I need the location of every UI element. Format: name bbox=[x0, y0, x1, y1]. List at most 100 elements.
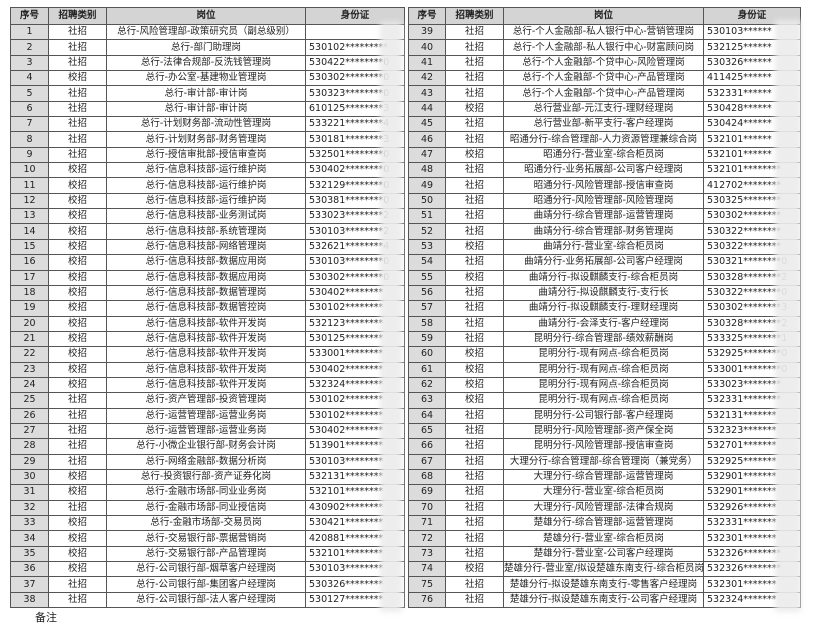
cell-no: 43 bbox=[408, 85, 446, 102]
cell-post: 总行-风险管理部-政策研究员（副总级别） bbox=[106, 23, 306, 41]
cell-type: 社招 bbox=[445, 70, 504, 87]
cell-no: 71 bbox=[408, 514, 446, 532]
cell-type: 社招 bbox=[445, 223, 504, 240]
cell-no: 63 bbox=[408, 392, 446, 409]
table-row: 27 社招 总行-运营管理部-运营业务岗 530402******** bbox=[10, 422, 405, 440]
cell-type: 校招 bbox=[48, 468, 107, 486]
cell-no: 15 bbox=[10, 238, 49, 256]
cell-type: 社招 bbox=[48, 392, 107, 409]
table-row: 75 社招 楚雄分行-拟设楚雄东南支行-零售客户经理岗 532301******* bbox=[408, 576, 801, 593]
table-row: 76 社招 楚雄分行-拟设楚雄东南支行-公司客户经理岗 532324******* bbox=[408, 591, 801, 609]
cell-no: 32 bbox=[10, 499, 49, 517]
cell-post: 昭通分行-营业室-综合柜员岗 bbox=[503, 146, 704, 164]
table-row: 73 社招 楚雄分行-营业室-公司客户经理岗 532326******** bbox=[408, 545, 801, 563]
cell-post: 曲靖分行-拟设麒麟支行-理财经理岗 bbox=[503, 300, 704, 317]
cell-post: 总行-信息科技部-数据应用岗 bbox=[106, 254, 306, 271]
cell-type: 校招 bbox=[48, 545, 107, 563]
header-no: 序号 bbox=[10, 7, 49, 25]
cell-type: 校招 bbox=[48, 238, 107, 256]
cell-type: 社招 bbox=[445, 591, 504, 609]
cell-type: 社招 bbox=[48, 591, 107, 609]
cell-post: 总行-运营管理部-运营业务岗 bbox=[106, 407, 306, 424]
cell-post: 曲靖分行-拟设麒麟支行-综合柜员岗 bbox=[503, 269, 704, 286]
cell-no: 57 bbox=[408, 300, 446, 317]
table-row: 6 社招 总行-审计部-审计岗 610125********3 bbox=[10, 100, 405, 118]
table-row: 51 社招 曲靖分行-综合管理部-运营管理岗 530302******** bbox=[408, 208, 801, 225]
cell-type: 社招 bbox=[48, 407, 107, 424]
table-row: 59 社招 昆明分行-综合管理部-绩效薪酬岗 533325********1 bbox=[408, 330, 801, 348]
cell-type: 社招 bbox=[445, 422, 504, 440]
cell-type: 校招 bbox=[48, 192, 107, 210]
cell-type: 社招 bbox=[445, 499, 504, 517]
table-row: 70 社招 大理分行-风险管理部-法律合规岗 532926******* bbox=[408, 499, 801, 517]
table-row: 52 社招 曲靖分行-综合管理部-财务管理岗 530322******** bbox=[408, 223, 801, 240]
cell-post: 昆明分行-综合管理部-绩效薪酬岗 bbox=[503, 330, 704, 348]
cell-post: 总行-个人金融部-私人银行中心-财富顾问岗 bbox=[503, 39, 704, 56]
cell-no: 47 bbox=[408, 146, 446, 164]
cell-post: 楚雄分行-营业室-公司客户经理岗 bbox=[503, 545, 704, 563]
cell-no: 19 bbox=[10, 300, 49, 317]
cell-post: 楚雄分行-营业室-综合柜员岗 bbox=[503, 530, 704, 547]
cell-type: 社招 bbox=[445, 468, 504, 486]
cell-post: 总行-金融市场部-同业授信岗 bbox=[106, 499, 306, 517]
cell-type: 校招 bbox=[445, 376, 504, 394]
cell-no: 65 bbox=[408, 422, 446, 440]
cell-no: 39 bbox=[408, 23, 446, 41]
cell-post: 总行-信息科技部-软件开发岗 bbox=[106, 346, 306, 363]
header-row: 序号 招聘类别 岗位 身份证 bbox=[408, 7, 801, 25]
cell-no: 56 bbox=[408, 284, 446, 302]
table-row: 47 校招 昭通分行-营业室-综合柜员岗 532101****** bbox=[408, 146, 801, 164]
table-row: 48 社招 昭通分行-业务拓展部-公司客户经理岗 532101******** bbox=[408, 162, 801, 179]
recruit-table-left: 序号 招聘类别 岗位 身份证 1 社招 总行-风险管理部-政策研究员（副总级别） 2 社… bbox=[10, 7, 405, 609]
cell-post: 昆明分行-现有网点-综合柜员岗 bbox=[503, 361, 704, 378]
cell-type: 社招 bbox=[445, 315, 504, 332]
cell-post: 总行-信息科技部-软件开发岗 bbox=[106, 315, 306, 332]
cell-post: 大理分行-营业室-综合柜员岗 bbox=[503, 484, 704, 501]
cell-no: 42 bbox=[408, 70, 446, 87]
cell-type: 校招 bbox=[48, 484, 107, 501]
cell-no: 18 bbox=[10, 284, 49, 302]
table-row: 61 校招 昆明分行-现有网点-综合柜员岗 533001********0 bbox=[408, 361, 801, 378]
cell-no: 28 bbox=[10, 438, 49, 455]
cell-type: 社招 bbox=[445, 530, 504, 547]
table-row: 26 社招 总行-运营管理部-运营业务岗 530102******** bbox=[10, 407, 405, 424]
cell-post: 总行-交易银行部-票据营销岗 bbox=[106, 530, 306, 547]
cell-no: 76 bbox=[408, 591, 446, 609]
cell-no: 73 bbox=[408, 545, 446, 563]
table-row: 11 校招 总行-信息科技部-运行维护岗 532129********0 bbox=[10, 177, 405, 194]
cell-type: 校招 bbox=[445, 146, 504, 164]
cell-type: 校招 bbox=[48, 530, 107, 547]
cell-post: 昭通分行-风险管理部-风险管理岗 bbox=[503, 192, 704, 210]
cell-post: 总行-计划财务部-流动性管理岗 bbox=[106, 116, 306, 133]
cell-post: 总行-信息科技部-软件开发岗 bbox=[106, 361, 306, 378]
cell-post: 曲靖分行-拟设麒麟支行-支行长 bbox=[503, 284, 704, 302]
cell-type: 校招 bbox=[48, 376, 107, 394]
cell-post: 总行-办公室-基建物业管理岗 bbox=[106, 70, 306, 87]
table-row: 4 校招 总行-办公室-基建物业管理岗 530302********0 bbox=[10, 70, 405, 87]
cell-type: 社招 bbox=[445, 330, 504, 348]
cell-no: 9 bbox=[10, 146, 49, 164]
cell-no: 50 bbox=[408, 192, 446, 210]
cell-no: 51 bbox=[408, 208, 446, 225]
cell-no: 68 bbox=[408, 468, 446, 486]
cell-no: 46 bbox=[408, 131, 446, 148]
table-row: 2 社招 总行-部门助理岗 530102********* bbox=[10, 39, 405, 56]
table-row: 46 社招 昭通分行-综合管理部-人力资源管理兼综合岗 532101****** bbox=[408, 131, 801, 148]
cell-type: 社招 bbox=[445, 208, 504, 225]
cell-type: 社招 bbox=[445, 116, 504, 133]
cell-type: 校招 bbox=[445, 100, 504, 118]
cell-post: 昭通分行-风险管理部-授信审查岗 bbox=[503, 177, 704, 194]
table-row: 23 校招 总行-信息科技部-软件开发岗 530402******** bbox=[10, 361, 405, 378]
cell-type: 社招 bbox=[445, 85, 504, 102]
cell-post: 总行-个人金融部-个贷中心-产品管理岗 bbox=[503, 70, 704, 87]
cell-post: 昆明分行-现有网点-综合柜员岗 bbox=[503, 376, 704, 394]
cell-post: 楚雄分行-拟设楚雄东南支行-公司客户经理岗 bbox=[503, 591, 704, 609]
cell-post: 总行-投资银行部-资产证券化岗 bbox=[106, 468, 306, 486]
table-row: 18 校招 总行-信息科技部-数据管理岗 530402******** bbox=[10, 284, 405, 302]
cell-no: 69 bbox=[408, 484, 446, 501]
cell-type: 社招 bbox=[445, 484, 504, 501]
cell-type: 社招 bbox=[445, 453, 504, 470]
cell-post: 总行-信息科技部-运行维护岗 bbox=[106, 162, 306, 179]
cell-type: 校招 bbox=[48, 284, 107, 302]
cell-no: 72 bbox=[408, 530, 446, 547]
